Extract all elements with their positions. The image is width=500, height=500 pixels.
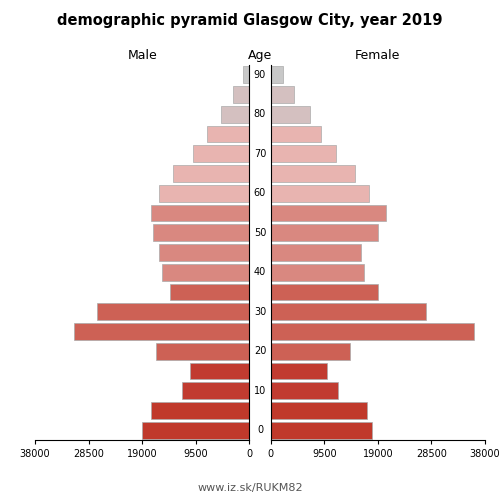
Bar [234,86,250,103]
Title: Male: Male [128,50,157,62]
Text: 20: 20 [254,346,266,356]
Bar [150,204,250,222]
Text: 40: 40 [254,267,266,277]
Text: 90: 90 [254,70,266,80]
Text: demographic pyramid Glasgow City, year 2019: demographic pyramid Glasgow City, year 2… [57,12,443,28]
Bar [270,146,336,162]
Bar [270,165,356,182]
Bar [270,106,310,122]
Bar [270,382,338,399]
Bar [270,323,474,340]
Bar [270,264,364,280]
Bar [270,284,378,300]
Text: 10: 10 [254,386,266,396]
Bar [221,106,250,122]
Bar [270,185,370,202]
Text: 80: 80 [254,110,266,120]
Text: 30: 30 [254,306,266,316]
Bar [270,343,349,359]
Title: Female: Female [355,50,401,62]
Bar [190,362,250,380]
Bar [193,146,250,162]
Text: 0: 0 [257,425,263,435]
Bar [156,343,250,359]
Bar [74,323,250,340]
Bar [243,66,250,84]
Text: www.iz.sk/RUKM82: www.iz.sk/RUKM82 [197,482,303,492]
Bar [150,402,250,419]
Bar [159,244,250,261]
Title: Age: Age [248,50,272,62]
Bar [207,126,250,142]
Bar [170,284,250,300]
Bar [154,224,250,241]
Bar [270,402,366,419]
Bar [270,204,386,222]
Bar [270,126,322,142]
Bar [162,264,250,280]
Bar [270,224,378,241]
Text: 60: 60 [254,188,266,198]
Bar [159,185,250,202]
Bar [270,422,372,438]
Bar [182,382,250,399]
Text: 50: 50 [254,228,266,238]
Text: 70: 70 [254,149,266,159]
Bar [270,244,361,261]
Bar [270,362,327,380]
Bar [97,304,250,320]
Bar [173,165,250,182]
Bar [270,66,282,84]
Bar [270,304,426,320]
Bar [270,86,294,103]
Bar [142,422,250,438]
